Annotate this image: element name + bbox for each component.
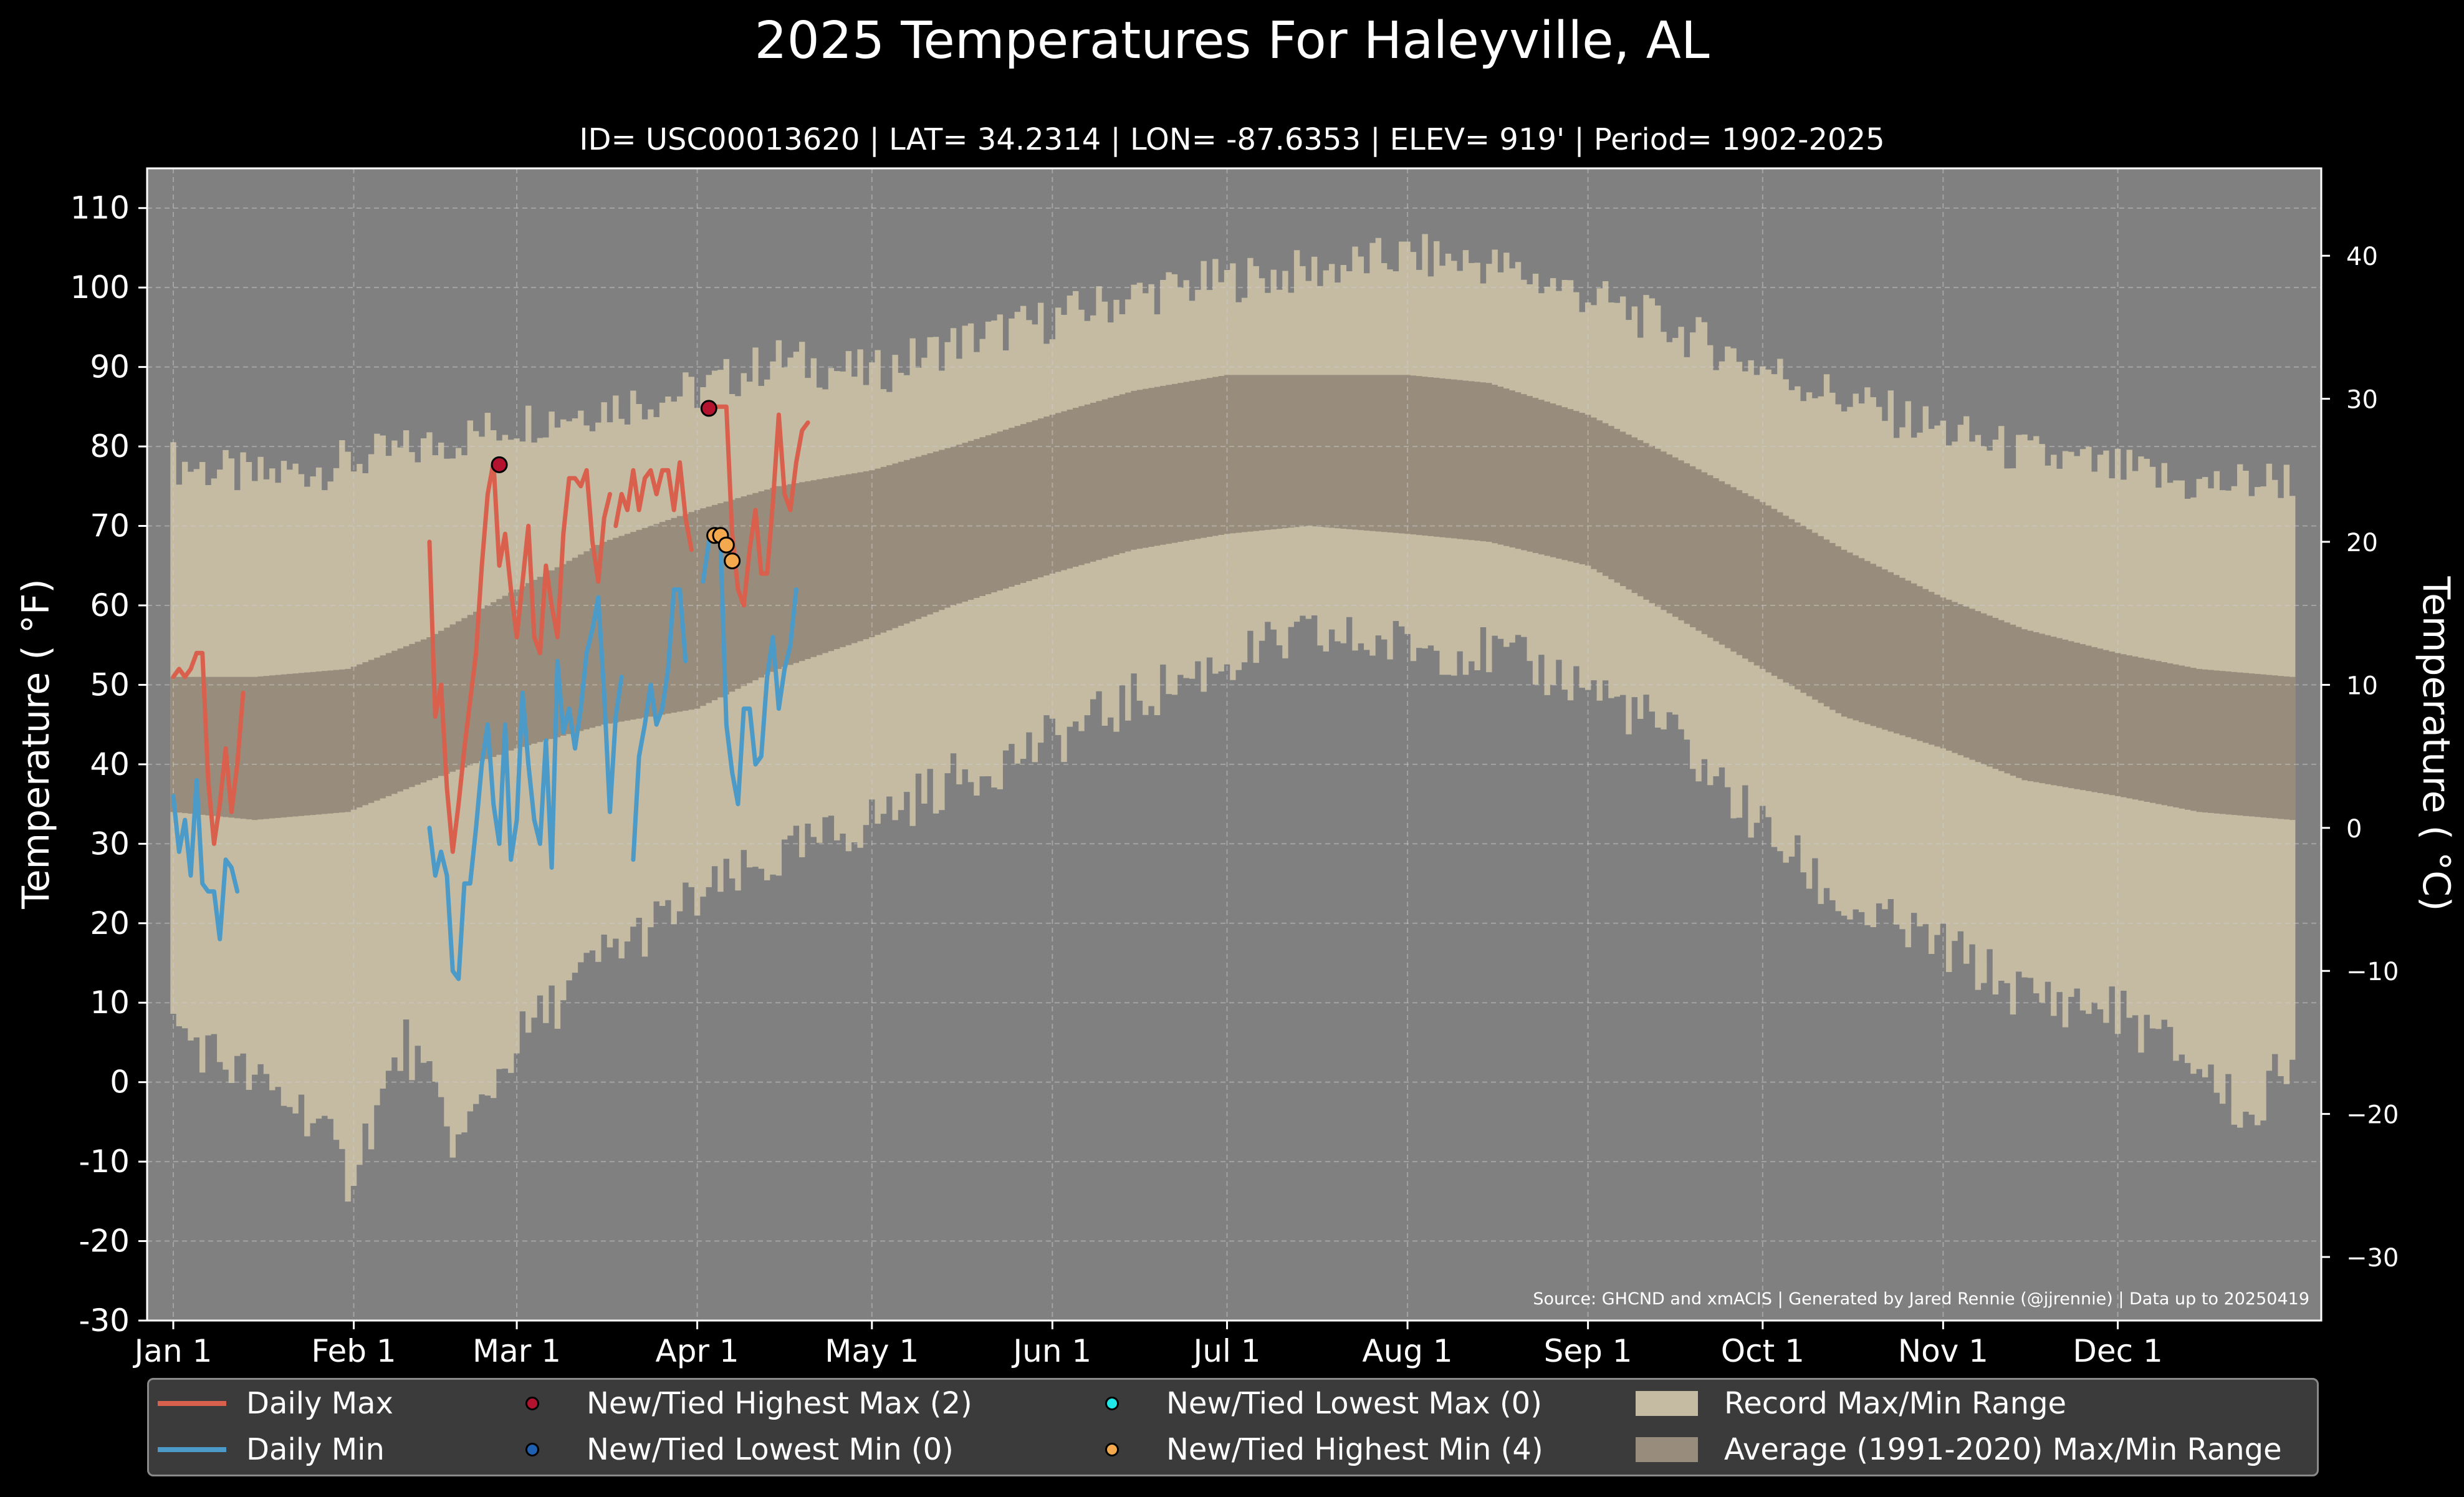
legend-dot	[525, 1397, 539, 1410]
y2-tick-label: 10	[2346, 671, 2378, 700]
x-tick-label: Dec 1	[2073, 1333, 2162, 1369]
legend-item: Daily Max	[158, 1382, 393, 1425]
y-tick-label: 0	[110, 1064, 130, 1100]
record-markers	[491, 400, 741, 570]
y2-tick-label: 20	[2346, 529, 2378, 557]
record-range-band	[170, 234, 2296, 1202]
y-tick-label: 100	[70, 269, 130, 306]
x-tick-label: May 1	[825, 1333, 919, 1369]
legend-label: Daily Min	[246, 1432, 385, 1467]
y-axis-label-left: Temperature ( °F)	[14, 579, 58, 910]
legend-marker-swatch	[1078, 1397, 1146, 1410]
y2-tick-label: 40	[2346, 243, 2378, 271]
legend-label: New/Tied Highest Max (2)	[587, 1386, 972, 1421]
y2-tick-label: −10	[2346, 958, 2399, 986]
legend-patch-swatch	[1636, 1437, 1698, 1462]
highest-max-marker	[491, 456, 508, 473]
plot-frame	[146, 167, 2323, 1322]
x-tick-label: Jul 1	[1192, 1333, 1261, 1369]
x-tick-label: Jan 1	[133, 1333, 213, 1369]
legend-dot	[525, 1443, 539, 1456]
daily-max-line	[706, 404, 810, 608]
legend-item: New/Tied Lowest Max (0)	[1078, 1382, 1542, 1425]
legend-line-swatch	[158, 1401, 226, 1406]
chart-title: 2025 Temperatures For Haleyville, AL	[754, 11, 1710, 70]
daily-min-line	[631, 587, 688, 862]
y-tick-label: 70	[90, 508, 130, 544]
y-axis-label-right: Temperature ( °C)	[2414, 576, 2458, 912]
y2-tick-label: 0	[2346, 815, 2362, 844]
chart-legend: Daily Max Daily Min New/Tied Highest Max (…	[147, 1378, 2319, 1476]
y2-tick-label: 30	[2346, 386, 2378, 415]
legend-label: New/Tied Lowest Max (0)	[1166, 1386, 1542, 1421]
series-lines	[171, 404, 810, 981]
legend-item: Record Max/Min Range	[1636, 1382, 2066, 1425]
legend-item: New/Tied Lowest Min (0)	[498, 1428, 954, 1471]
legend-dot	[1105, 1397, 1119, 1410]
legend-label: Record Max/Min Range	[1724, 1386, 2067, 1421]
y-tick-label: 20	[90, 905, 130, 941]
legend-marker-swatch	[498, 1443, 567, 1456]
legend-label: Daily Max	[246, 1386, 393, 1421]
y-tick-label: -20	[79, 1223, 130, 1259]
highest-min-marker	[724, 552, 741, 570]
y-tick-label: 90	[90, 349, 130, 385]
legend-label: New/Tied Highest Min (4)	[1166, 1432, 1543, 1467]
legend-item: Average (1991-2020) Max/Min Range	[1636, 1428, 2282, 1471]
y-tick-label: 40	[90, 746, 130, 782]
daily-min-line	[427, 595, 624, 981]
source-credit: Source: GHCND and xmACIS | Generated by …	[1533, 1289, 2309, 1309]
highest-max-marker	[700, 400, 717, 417]
y-tick-label: 10	[90, 984, 130, 1021]
x-tick-label: Apr 1	[655, 1333, 739, 1369]
y-tick-label: -30	[79, 1302, 130, 1339]
average-range-band	[170, 375, 2296, 821]
y2-tick-label: −20	[2346, 1101, 2399, 1130]
legend-item: New/Tied Highest Max (2)	[498, 1382, 972, 1425]
range-bands	[170, 234, 2296, 1202]
legend-marker-swatch	[498, 1397, 567, 1410]
legend-marker-swatch	[1078, 1443, 1146, 1456]
y-tick-label: -10	[79, 1143, 130, 1180]
daily-min-line	[171, 777, 240, 941]
x-tick-label: Jun 1	[1011, 1333, 1091, 1369]
legend-item: New/Tied Highest Min (4)	[1078, 1428, 1543, 1471]
x-tick-label: Oct 1	[1721, 1333, 1805, 1369]
daily-max-line	[427, 460, 612, 854]
legend-item: Daily Min	[158, 1428, 385, 1471]
y-tick-label: 110	[70, 190, 130, 226]
y-tick-label: 80	[90, 428, 130, 465]
x-tick-label: Aug 1	[1362, 1333, 1452, 1369]
x-tick-label: Mar 1	[472, 1333, 561, 1369]
axes: -30-20-100102030405060708090100110−30−20…	[70, 167, 2399, 1369]
x-tick-label: Sep 1	[1544, 1333, 1632, 1369]
highest-min-marker	[717, 536, 735, 554]
legend-label: New/Tied Lowest Min (0)	[587, 1432, 954, 1467]
legend-line-swatch	[158, 1447, 226, 1452]
daily-max-line	[171, 650, 246, 846]
legend-patch-swatch	[1636, 1391, 1698, 1416]
legend-label: Average (1991-2020) Max/Min Range	[1724, 1432, 2282, 1467]
y2-tick-label: −30	[2346, 1244, 2399, 1273]
chart-subtitle: ID= USC00013620 | LAT= 34.2314 | LON= -8…	[579, 122, 1885, 157]
daily-max-line	[613, 460, 694, 552]
y-tick-label: 50	[90, 667, 130, 703]
x-tick-label: Nov 1	[1898, 1333, 1988, 1369]
legend-dot	[1105, 1443, 1119, 1456]
y-tick-label: 30	[90, 826, 130, 862]
x-tick-label: Feb 1	[311, 1333, 396, 1369]
y-tick-label: 60	[90, 587, 130, 623]
